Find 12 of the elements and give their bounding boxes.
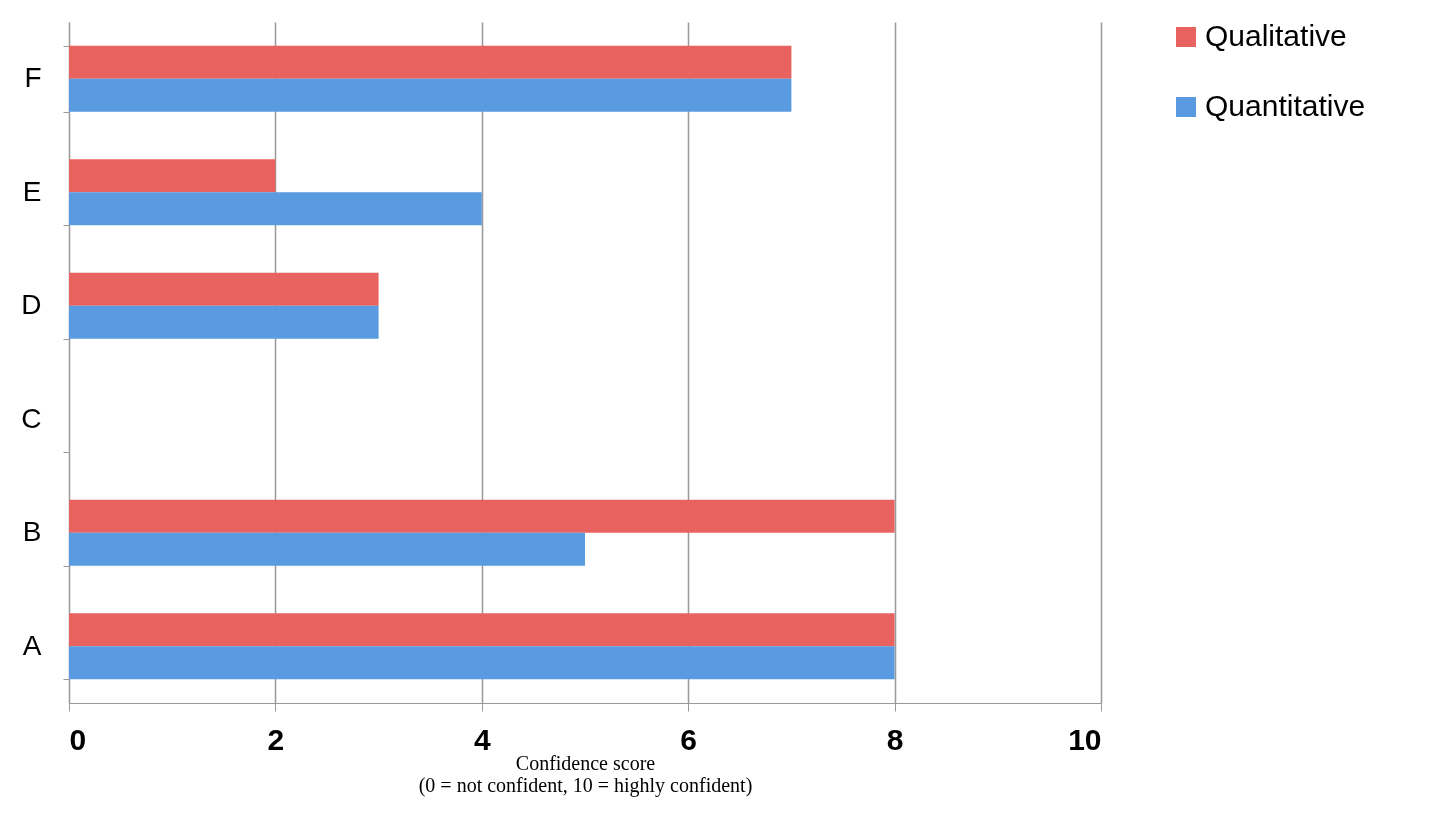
y-tick-label: A xyxy=(22,629,42,661)
x-tick-label: 0 xyxy=(69,722,87,756)
x-tick-label: 2 xyxy=(267,722,285,756)
x-tick-label: 8 xyxy=(886,722,904,756)
legend-label: Quantitative xyxy=(1205,89,1366,122)
legend-label: Qualitative xyxy=(1205,19,1347,52)
x-tick-label: 10 xyxy=(1068,722,1102,756)
y-tick-label: C xyxy=(21,402,42,434)
y-tick-label: B xyxy=(22,516,42,548)
y-tick-label: E xyxy=(22,175,42,207)
y-tick-label: F xyxy=(24,62,42,94)
y-tick-label: D xyxy=(21,289,42,321)
